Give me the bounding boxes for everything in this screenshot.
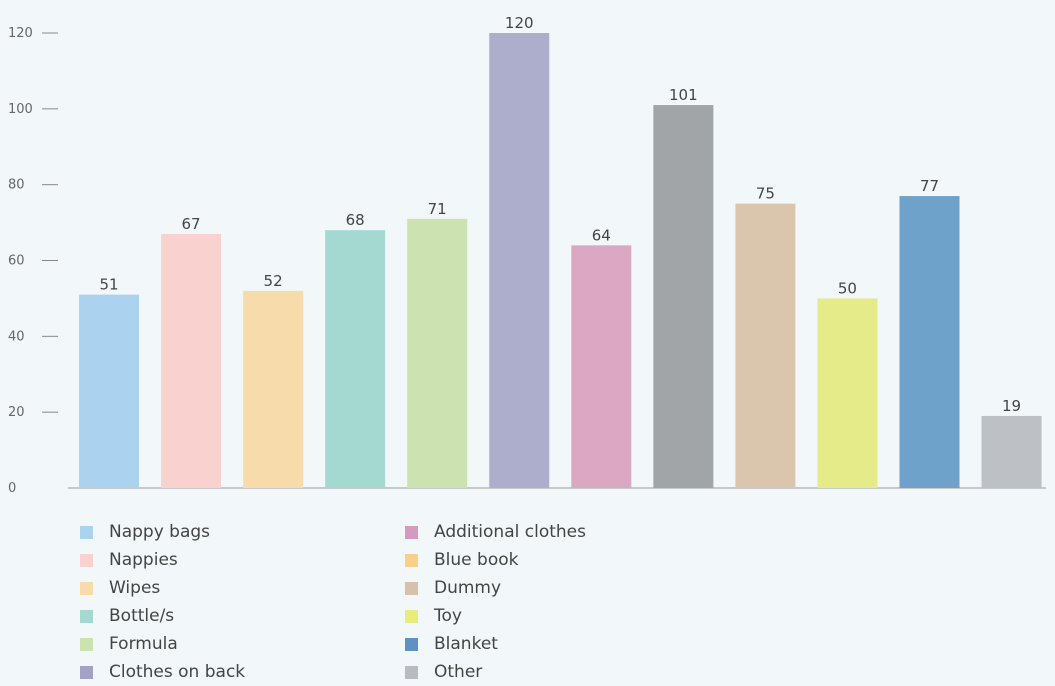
y-tick-label: 20 <box>8 405 25 420</box>
legend-item: Bottle/s <box>80 602 405 630</box>
y-tick-label: 80 <box>8 178 25 193</box>
legend-item: Wipes <box>80 574 405 602</box>
legend: Nappy bags Nappies Wipes Bottle/s Formula Clo… <box>80 518 665 686</box>
data-label: 71 <box>428 200 447 218</box>
y-tick-label: 100 <box>8 102 33 117</box>
bar <box>161 233 222 488</box>
legend-item: Nappy bags <box>80 518 405 546</box>
y-tick-label: 120 <box>8 26 33 41</box>
data-label: 64 <box>592 226 611 244</box>
legend-swatch <box>405 665 418 679</box>
legend-swatch <box>405 553 418 567</box>
legend-item: Toy <box>405 602 665 630</box>
legend-label: Blue book <box>434 550 519 570</box>
legend-item: Clothes on back <box>80 658 405 686</box>
legend-label: Other <box>434 662 483 682</box>
legend-item: Blue book <box>405 546 665 574</box>
legend-label: Additional clothes <box>434 522 586 542</box>
data-label: 51 <box>99 276 118 294</box>
legend-label: Bottle/s <box>109 606 175 626</box>
legend-swatch <box>80 637 93 651</box>
bar <box>735 203 796 488</box>
data-label: 75 <box>756 185 775 203</box>
legend-swatch <box>80 581 93 595</box>
legend-swatch <box>405 609 418 623</box>
bar <box>899 196 960 488</box>
legend-swatch <box>405 637 418 651</box>
legend-item: Formula <box>80 630 405 658</box>
bar <box>243 290 304 488</box>
legend-swatch <box>80 665 93 679</box>
legend-item: Blanket <box>405 630 665 658</box>
legend-swatch <box>405 525 418 539</box>
bar <box>571 245 632 488</box>
legend-label: Formula <box>109 634 178 654</box>
bar <box>325 230 386 488</box>
bar <box>653 105 714 489</box>
legend-label: Blanket <box>434 634 498 654</box>
legend-label: Nappies <box>109 550 178 570</box>
legend-swatch <box>405 581 418 595</box>
legend-label: Dummy <box>434 578 502 598</box>
legend-item: Additional clothes <box>405 518 665 546</box>
bar <box>407 218 468 488</box>
bar <box>79 294 139 488</box>
bar <box>817 298 878 488</box>
data-label: 77 <box>920 177 939 195</box>
legend-swatch <box>80 609 93 623</box>
y-tick-label: 40 <box>8 329 25 344</box>
legend-item: Other <box>405 658 665 686</box>
legend-item: Dummy <box>405 574 665 602</box>
data-label: 52 <box>264 272 283 290</box>
data-label: 68 <box>346 211 365 229</box>
data-label: 120 <box>505 14 534 32</box>
legend-swatch <box>80 553 93 567</box>
legend-label: Nappy bags <box>109 522 211 542</box>
y-tick-label: 0 <box>8 481 16 496</box>
legend-item: Nappies <box>80 546 405 574</box>
data-label: 50 <box>838 279 857 297</box>
data-label: 19 <box>1002 397 1021 415</box>
legend-label: Clothes on back <box>109 662 246 682</box>
y-tick-label: 60 <box>8 254 25 269</box>
bar <box>981 415 1042 488</box>
legend-label: Wipes <box>109 578 161 598</box>
bar <box>489 33 550 488</box>
legend-label: Toy <box>434 606 462 626</box>
data-label: 67 <box>182 215 201 233</box>
legend-swatch <box>80 525 93 539</box>
data-label: 101 <box>669 86 698 104</box>
